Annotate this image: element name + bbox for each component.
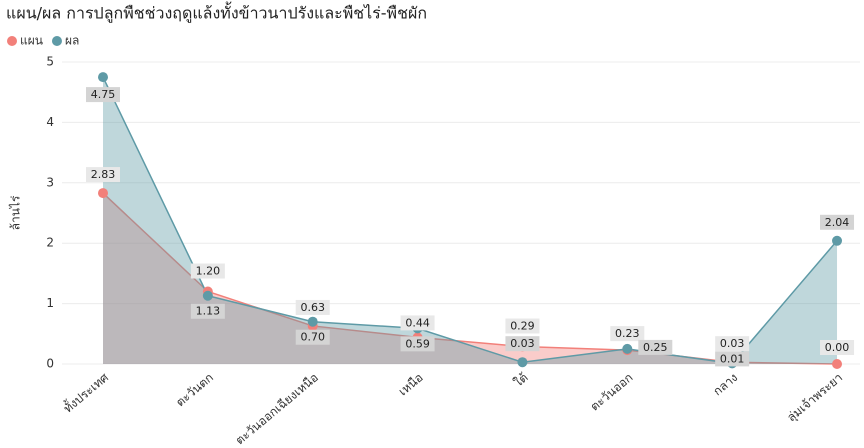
point [517,357,528,368]
point [832,359,843,369]
value-label-bg [715,336,750,352]
value-label: 0.70 [300,331,325,344]
value-label-bg [820,214,855,230]
value-label-bg [86,167,120,183]
y-tick-label: 3 [46,175,54,189]
value-label-bg [295,299,330,315]
value-label: 0.03 [510,337,535,350]
value-label-bg [295,329,330,345]
value-label: 0.25 [643,341,668,354]
area [103,193,838,364]
y-tick-label: 2 [46,236,54,250]
area [103,77,838,364]
point [98,72,108,83]
value-label: 0.63 [300,301,325,314]
chart-title: แผน/ผล การปลูกพืชช่วงฤดูแล้งทั้งข้าวนาปร… [6,2,427,24]
x-tick-label: ตะวันออก [588,370,636,413]
point [202,290,213,301]
x-tick-label: ใต้ [511,370,530,390]
value-label: 0.03 [720,337,745,350]
legend-label: ผล [65,34,79,48]
value-label-bg [820,340,855,355]
value-label: 0.29 [510,319,535,332]
value-label-bg [610,326,645,342]
x-tick-label: ตะวันออกเฉียงเหนือ [233,370,321,447]
value-label-bg [400,336,435,352]
point [622,343,633,354]
y-tick-label: 1 [46,296,54,310]
legend-label: แผน [20,34,43,48]
value-label: 1.20 [196,265,221,278]
y-tick-label: 5 [46,55,54,69]
x-tick-label: ลุ่มเจ้าพระยา [784,370,846,425]
value-label-bg [190,303,225,319]
x-tick-label: ทั้งประเทศ [60,368,112,415]
value-label: 0.59 [405,337,430,350]
value-label: 4.75 [91,88,116,101]
value-label: 0.23 [615,327,640,340]
value-label-bg [715,351,750,367]
value-label-bg [505,318,540,334]
legend-marker [7,36,17,46]
point [307,316,318,327]
value-label: 2.04 [825,216,850,229]
y-tick-label: 4 [46,115,54,129]
x-tick-label: เหนือ [396,370,426,398]
point [98,188,108,199]
value-label: 1.13 [196,305,221,318]
x-tick-label: ตะวันตก [173,370,216,409]
value-label: 0.01 [720,352,745,365]
y-tick-label: 0 [46,357,54,371]
x-tick-label: กลาง [710,370,740,398]
value-label: 0.00 [825,341,850,354]
legend-marker [51,36,62,46]
value-label: 2.83 [91,168,116,181]
value-label-bg [190,263,225,279]
value-label-bg [505,336,540,352]
line [102,192,838,365]
y-axis-label: ล้านไร่ [9,195,23,230]
value-label: 0.44 [405,316,430,329]
value-label-bg [400,315,435,331]
line [102,76,838,365]
value-label-bg [638,339,673,355]
value-label-bg [86,87,120,103]
point [832,235,843,246]
